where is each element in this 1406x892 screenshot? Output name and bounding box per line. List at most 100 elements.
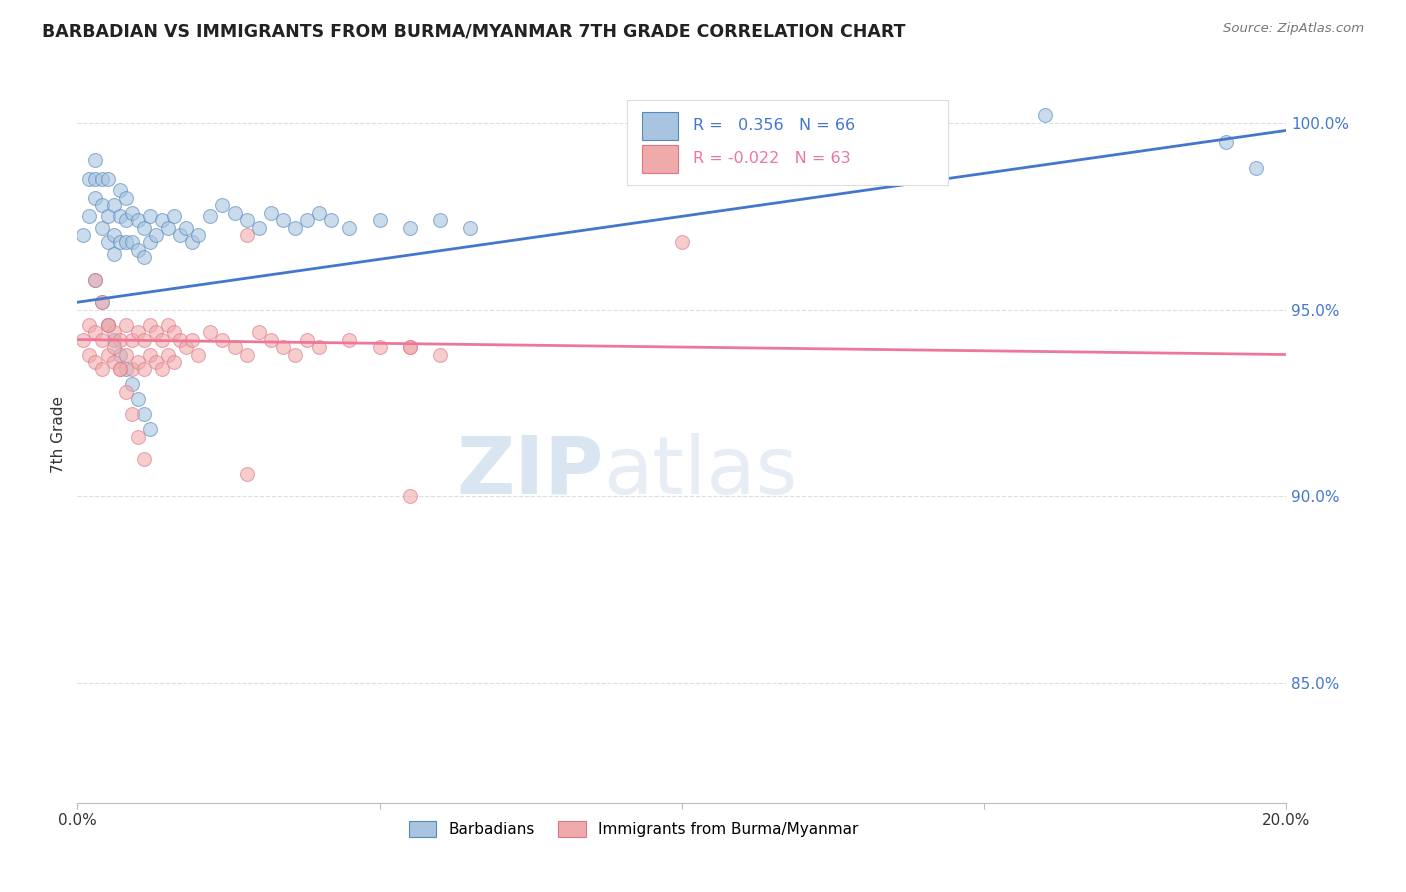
Point	[103, 325, 125, 339]
Point	[1246, 161, 1268, 175]
Point	[139, 347, 162, 361]
Point	[90, 333, 112, 347]
Point	[127, 355, 149, 369]
Point	[163, 355, 186, 369]
Point	[235, 227, 257, 242]
Point	[121, 407, 143, 421]
Text: atlas: atlas	[603, 433, 797, 510]
Point	[181, 333, 204, 347]
Point	[84, 191, 107, 205]
Point	[114, 318, 136, 332]
Point	[84, 273, 107, 287]
Text: R =   0.356   N = 66: R = 0.356 N = 66	[693, 119, 855, 133]
Point	[260, 205, 283, 219]
Point	[163, 210, 186, 224]
Point	[671, 235, 693, 250]
Y-axis label: 7th Grade: 7th Grade	[51, 396, 66, 474]
Point	[187, 347, 209, 361]
Point	[121, 377, 143, 392]
Point	[96, 318, 118, 332]
Point	[157, 347, 180, 361]
Point	[211, 198, 233, 212]
FancyBboxPatch shape	[643, 145, 678, 173]
Point	[79, 347, 101, 361]
Point	[308, 205, 330, 219]
Point	[235, 467, 257, 481]
Point	[145, 355, 167, 369]
Point	[127, 430, 149, 444]
Point	[308, 340, 330, 354]
Point	[368, 213, 391, 227]
Point	[139, 318, 162, 332]
Point	[200, 210, 222, 224]
Point	[103, 246, 125, 260]
Point	[224, 205, 246, 219]
Point	[132, 333, 155, 347]
Point	[157, 318, 180, 332]
Point	[271, 340, 294, 354]
Point	[399, 490, 422, 504]
Point	[108, 362, 131, 376]
Point	[132, 452, 155, 467]
Point	[114, 235, 136, 250]
Point	[96, 172, 118, 186]
Point	[72, 333, 94, 347]
Point	[247, 220, 270, 235]
FancyBboxPatch shape	[627, 100, 948, 185]
Point	[127, 392, 149, 407]
Point	[90, 198, 112, 212]
Point	[163, 325, 186, 339]
Point	[321, 213, 343, 227]
Point	[295, 333, 318, 347]
Point	[284, 347, 307, 361]
Point	[139, 210, 162, 224]
Point	[169, 227, 191, 242]
Point	[90, 220, 112, 235]
Point	[84, 325, 107, 339]
Point	[284, 220, 307, 235]
Point	[121, 235, 143, 250]
Point	[429, 213, 451, 227]
Point	[458, 220, 481, 235]
Point	[90, 172, 112, 186]
Point	[114, 347, 136, 361]
Point	[121, 205, 143, 219]
Point	[132, 362, 155, 376]
Point	[96, 210, 118, 224]
Point	[235, 347, 257, 361]
Point	[145, 325, 167, 339]
Point	[368, 340, 391, 354]
Text: Source: ZipAtlas.com: Source: ZipAtlas.com	[1223, 22, 1364, 36]
Point	[127, 325, 149, 339]
Point	[127, 243, 149, 257]
Text: BARBADIAN VS IMMIGRANTS FROM BURMA/MYANMAR 7TH GRADE CORRELATION CHART: BARBADIAN VS IMMIGRANTS FROM BURMA/MYANM…	[42, 22, 905, 40]
Point	[108, 333, 131, 347]
Point	[114, 191, 136, 205]
Point	[271, 213, 294, 227]
Point	[1033, 108, 1056, 122]
Legend: Barbadians, Immigrants from Burma/Myanmar: Barbadians, Immigrants from Burma/Myanma…	[404, 814, 865, 843]
Point	[79, 210, 101, 224]
Point	[103, 333, 125, 347]
Point	[235, 213, 257, 227]
Point	[114, 362, 136, 376]
Point	[224, 340, 246, 354]
FancyBboxPatch shape	[643, 112, 678, 140]
Point	[399, 220, 422, 235]
Point	[114, 213, 136, 227]
Point	[399, 340, 422, 354]
Point	[84, 172, 107, 186]
Point	[337, 220, 360, 235]
Point	[295, 213, 318, 227]
Point	[260, 333, 283, 347]
Point	[79, 318, 101, 332]
Point	[90, 362, 112, 376]
Point	[96, 347, 118, 361]
Point	[114, 384, 136, 399]
Point	[429, 347, 451, 361]
Point	[145, 227, 167, 242]
Point	[121, 362, 143, 376]
Point	[103, 340, 125, 354]
Point	[174, 220, 197, 235]
Point	[103, 355, 125, 369]
